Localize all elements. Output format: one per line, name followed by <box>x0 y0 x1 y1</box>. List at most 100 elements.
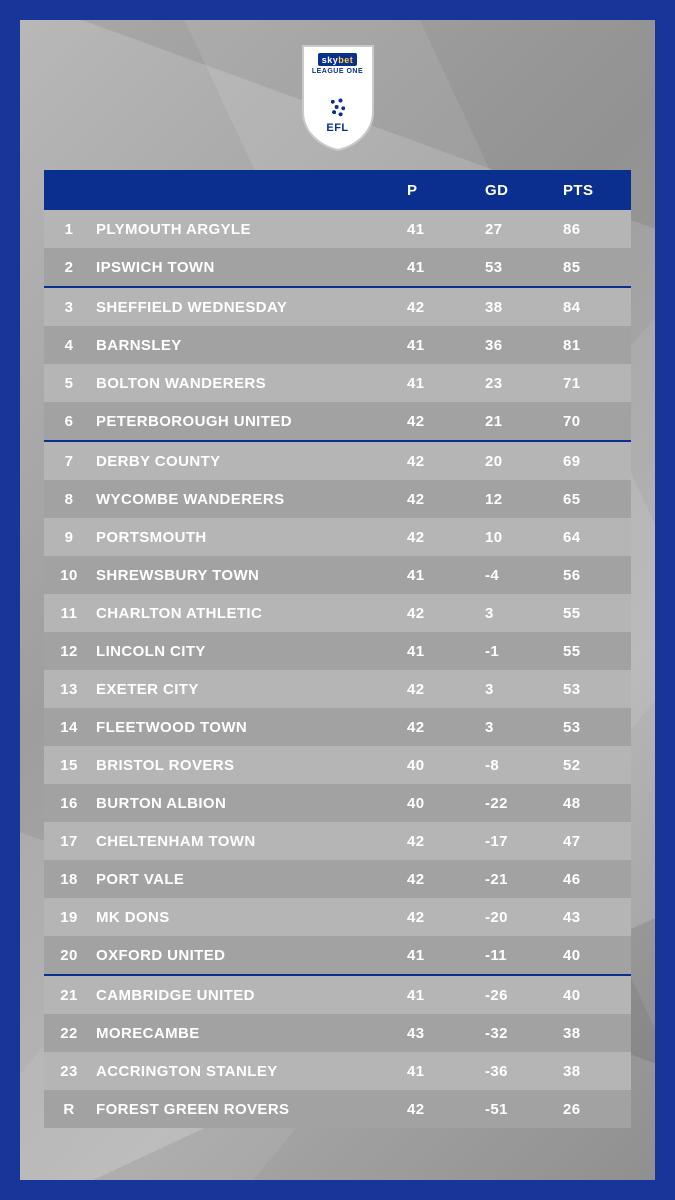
efl-text: EFL <box>325 122 351 134</box>
cell-pts: 55 <box>545 643 623 660</box>
cell-pos: 23 <box>48 1063 96 1080</box>
table-row: 9PORTSMOUTH421064 <box>44 518 631 556</box>
skybet-bet: bet <box>338 55 353 65</box>
cell-pos: 8 <box>48 491 96 508</box>
cell-pts: 64 <box>545 529 623 546</box>
table-row: 21CAMBRIDGE UNITED41-2640 <box>44 976 631 1014</box>
cell-gd: -4 <box>467 567 545 584</box>
table-row: 18PORT VALE42-2146 <box>44 860 631 898</box>
efl-ball-icon <box>325 94 351 120</box>
cell-gd: 3 <box>467 605 545 622</box>
cell-p: 42 <box>389 453 467 470</box>
cell-team: BURTON ALBION <box>96 795 389 812</box>
cell-gd: -32 <box>467 1025 545 1042</box>
table-row: 10SHREWSBURY TOWN41-456 <box>44 556 631 594</box>
col-p-header: P <box>389 182 467 199</box>
cell-pos: 15 <box>48 757 96 774</box>
league-name: LEAGUE ONE <box>312 68 363 75</box>
cell-team: PETERBOROUGH UNITED <box>96 413 389 430</box>
cell-team: CHARLTON ATHLETIC <box>96 605 389 622</box>
cell-gd: 36 <box>467 337 545 354</box>
cell-p: 43 <box>389 1025 467 1042</box>
cell-pts: 48 <box>545 795 623 812</box>
table-header-row: P GD PTS <box>44 170 631 210</box>
cell-p: 42 <box>389 681 467 698</box>
cell-gd: 38 <box>467 299 545 316</box>
cell-p: 41 <box>389 987 467 1004</box>
cell-p: 41 <box>389 375 467 392</box>
cell-gd: -26 <box>467 987 545 1004</box>
table-row: 2IPSWICH TOWN415385 <box>44 248 631 286</box>
cell-pos: 18 <box>48 871 96 888</box>
cell-p: 42 <box>389 909 467 926</box>
cell-team: ACCRINGTON STANLEY <box>96 1063 389 1080</box>
table-row: 11CHARLTON ATHLETIC42355 <box>44 594 631 632</box>
cell-p: 41 <box>389 1063 467 1080</box>
cell-team: LINCOLN CITY <box>96 643 389 660</box>
cell-pts: 38 <box>545 1063 623 1080</box>
cell-p: 42 <box>389 1101 467 1118</box>
cell-gd: -22 <box>467 795 545 812</box>
cell-pts: 65 <box>545 491 623 508</box>
cell-team: SHREWSBURY TOWN <box>96 567 389 584</box>
metallic-panel: skybet LEAGUE ONE EFL P GD PTS <box>20 20 655 1180</box>
cell-pos: 21 <box>48 987 96 1004</box>
cell-pts: 56 <box>545 567 623 584</box>
cell-pts: 52 <box>545 757 623 774</box>
cell-gd: -8 <box>467 757 545 774</box>
cell-pos: 9 <box>48 529 96 546</box>
table-row: 23ACCRINGTON STANLEY41-3638 <box>44 1052 631 1090</box>
cell-p: 41 <box>389 259 467 276</box>
cell-team: PORTSMOUTH <box>96 529 389 546</box>
cell-pos: 11 <box>48 605 96 622</box>
cell-pos: 19 <box>48 909 96 926</box>
cell-team: FLEETWOOD TOWN <box>96 719 389 736</box>
cell-team: BRISTOL ROVERS <box>96 757 389 774</box>
cell-pts: 40 <box>545 947 623 964</box>
cell-pts: 38 <box>545 1025 623 1042</box>
col-pts-header: PTS <box>545 182 623 199</box>
cell-pts: 81 <box>545 337 623 354</box>
cell-gd: -1 <box>467 643 545 660</box>
cell-p: 40 <box>389 795 467 812</box>
cell-team: IPSWICH TOWN <box>96 259 389 276</box>
table-row: 8WYCOMBE WANDERERS421265 <box>44 480 631 518</box>
cell-pos: 6 <box>48 413 96 430</box>
cell-pos: 3 <box>48 299 96 316</box>
table-row: 17CHELTENHAM TOWN42-1747 <box>44 822 631 860</box>
cell-gd: 21 <box>467 413 545 430</box>
cell-p: 42 <box>389 605 467 622</box>
cell-pos: 1 <box>48 221 96 238</box>
skybet-badge: skybet <box>310 50 366 68</box>
cell-pts: 53 <box>545 681 623 698</box>
cell-pos: R <box>48 1101 96 1118</box>
col-gd-header: GD <box>467 182 545 199</box>
cell-gd: 27 <box>467 221 545 238</box>
cell-gd: -20 <box>467 909 545 926</box>
table-row: 22MORECAMBE43-3238 <box>44 1014 631 1052</box>
cell-pos: 13 <box>48 681 96 698</box>
cell-team: PLYMOUTH ARGYLE <box>96 221 389 238</box>
table-row: 14FLEETWOOD TOWN42353 <box>44 708 631 746</box>
skybet-sky: sky <box>322 55 339 65</box>
cell-team: CAMBRIDGE UNITED <box>96 987 389 1004</box>
table-row: 3SHEFFIELD WEDNESDAY423884 <box>44 288 631 326</box>
outer-frame: skybet LEAGUE ONE EFL P GD PTS <box>0 0 675 1200</box>
table-row: 19MK DONS42-2043 <box>44 898 631 936</box>
cell-p: 42 <box>389 833 467 850</box>
cell-pos: 7 <box>48 453 96 470</box>
table-row: 6PETERBOROUGH UNITED422170 <box>44 402 631 440</box>
cell-gd: 10 <box>467 529 545 546</box>
cell-pos: 17 <box>48 833 96 850</box>
cell-p: 41 <box>389 567 467 584</box>
cell-gd: 12 <box>467 491 545 508</box>
cell-gd: 53 <box>467 259 545 276</box>
cell-team: PORT VALE <box>96 871 389 888</box>
cell-p: 42 <box>389 491 467 508</box>
logo-container: skybet LEAGUE ONE EFL <box>44 40 631 152</box>
cell-team: WYCOMBE WANDERERS <box>96 491 389 508</box>
cell-team: CHELTENHAM TOWN <box>96 833 389 850</box>
table-row: 12LINCOLN CITY41-155 <box>44 632 631 670</box>
cell-p: 42 <box>389 413 467 430</box>
cell-pts: 70 <box>545 413 623 430</box>
